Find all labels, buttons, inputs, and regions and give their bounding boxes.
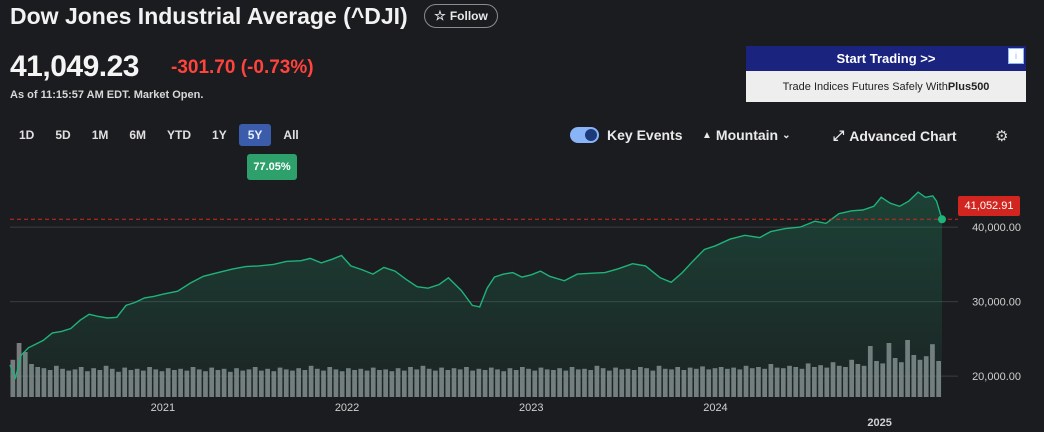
advanced-chart-button[interactable]: ⤢ Advanced Chart [833, 127, 957, 144]
advanced-chart-label: Advanced Chart [849, 127, 957, 144]
range-ytd[interactable]: YTD [167, 128, 192, 142]
current-price-tag: 41,052.91 [958, 196, 1020, 216]
y-tick-label: 30,000.00 [972, 297, 1021, 309]
x-axis-label: 2021 [151, 402, 175, 414]
range-1y[interactable]: 1Y [212, 128, 227, 142]
chart-type-dropdown[interactable]: ▲ Mountain ⌄ [702, 127, 791, 143]
x-axis-label: 2023 [519, 402, 543, 414]
current-price-dot [938, 215, 946, 224]
range-1d[interactable]: 1D [19, 128, 35, 142]
range-5d[interactable]: 5D [55, 128, 71, 142]
range-all[interactable]: All [283, 128, 299, 142]
chevron-down-icon: ⌄ [782, 129, 791, 141]
x-axis-label: 2024 [703, 402, 727, 414]
price-chart[interactable]: 40,000.00 30,000.00 20,000.00 2021 2022 2023 2… [0, 160, 1044, 432]
price-change-value: -301.70 [171, 57, 236, 78]
x-axis-label: 2022 [335, 402, 359, 414]
as-of-time: 11:15:57 AM EDT. Market Open. [40, 89, 204, 101]
ad-text-prefix: Trade Indices Futures Safely With [782, 80, 948, 93]
y-tick-label: 20,000.00 [972, 371, 1021, 383]
page-title: Dow Jones Industrial Average (^DJI) [10, 3, 408, 29]
key-events-toggle[interactable] [570, 127, 599, 143]
follow-label: Follow [449, 9, 488, 23]
ad-brand: Plus500 [947, 80, 990, 93]
price-change-percent: (-0.73%) [240, 57, 314, 78]
key-events-label[interactable]: Key Events [607, 127, 683, 143]
chart-type-label: Mountain [715, 127, 779, 143]
range-1m[interactable]: 1M [91, 128, 109, 142]
ad-text[interactable]: Trade Indices Futures Safely With Plus50… [746, 71, 1026, 102]
x-axis-label: 2025 [867, 417, 891, 429]
advertisement[interactable]: Start Trading >> Trade Indices Futures S… [746, 46, 1026, 102]
range-5y[interactable]: 5Y [238, 124, 272, 146]
as-of-label: As of [10, 89, 38, 101]
range-selector: 1D 5D 1M 6M YTD 1Y 5Y All [10, 124, 311, 146]
area-fill [10, 192, 942, 397]
y-tick-label: 40,000.00 [972, 222, 1021, 234]
as-of-text: As of 11:15:57 AM EDT. Market Open. [10, 89, 203, 101]
gear-icon[interactable]: ⚙ [995, 128, 1009, 145]
range-6m[interactable]: 6M [129, 128, 147, 142]
current-price: 41,049.23 [10, 50, 139, 83]
expand-icon: ⤢ [833, 127, 845, 143]
mountain-icon: ▲ [702, 129, 712, 141]
toggle-knob [585, 129, 597, 141]
star-icon: ☆ [434, 8, 446, 23]
follow-button[interactable]: ☆ Follow [424, 4, 498, 28]
ad-info-icon[interactable]: i [1008, 48, 1024, 64]
price-line [9, 191, 943, 380]
ad-cta[interactable]: Start Trading >> [746, 46, 1026, 71]
price-change: -301.70 (-0.73%) [171, 57, 314, 79]
period-change-badge: 77.05% [247, 154, 297, 180]
